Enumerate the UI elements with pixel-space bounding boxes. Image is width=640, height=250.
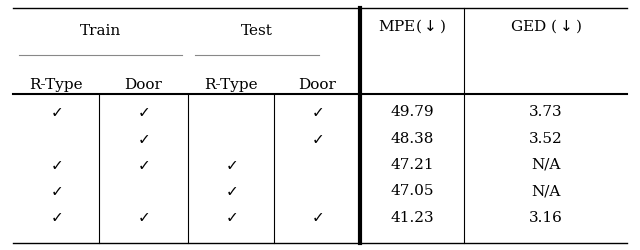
Text: R-Type: R-Type [29, 78, 83, 92]
Text: $\checkmark$: $\checkmark$ [137, 210, 150, 224]
Text: Door: Door [298, 78, 336, 92]
Text: $\checkmark$: $\checkmark$ [225, 210, 237, 224]
Text: N/A: N/A [531, 158, 560, 172]
Text: $\checkmark$: $\checkmark$ [137, 158, 150, 172]
Text: $\checkmark$: $\checkmark$ [50, 210, 62, 224]
Text: 3.16: 3.16 [529, 210, 563, 224]
Text: 47.05: 47.05 [390, 184, 433, 198]
Text: N/A: N/A [531, 184, 560, 198]
Text: $\checkmark$: $\checkmark$ [137, 106, 150, 120]
Text: $\checkmark$: $\checkmark$ [310, 210, 323, 224]
Text: R-Type: R-Type [204, 78, 257, 92]
Text: 3.73: 3.73 [529, 106, 563, 120]
Text: $\checkmark$: $\checkmark$ [50, 158, 62, 172]
Text: 41.23: 41.23 [390, 210, 434, 224]
Text: $\checkmark$: $\checkmark$ [310, 106, 323, 120]
Text: MPE($\downarrow$): MPE($\downarrow$) [378, 18, 446, 35]
Text: GED ($\downarrow$): GED ($\downarrow$) [509, 18, 582, 35]
Text: $\checkmark$: $\checkmark$ [137, 132, 150, 146]
Text: 49.79: 49.79 [390, 106, 434, 120]
Text: Door: Door [124, 78, 163, 92]
Text: 47.21: 47.21 [390, 158, 434, 172]
Text: 48.38: 48.38 [390, 132, 433, 146]
Text: $\checkmark$: $\checkmark$ [50, 106, 62, 120]
Text: $\checkmark$: $\checkmark$ [310, 132, 323, 146]
Text: Test: Test [241, 24, 273, 38]
Text: Train: Train [80, 24, 122, 38]
Text: $\checkmark$: $\checkmark$ [225, 184, 237, 198]
Text: $\checkmark$: $\checkmark$ [50, 184, 62, 198]
Text: $\checkmark$: $\checkmark$ [225, 158, 237, 172]
Text: 3.52: 3.52 [529, 132, 563, 146]
